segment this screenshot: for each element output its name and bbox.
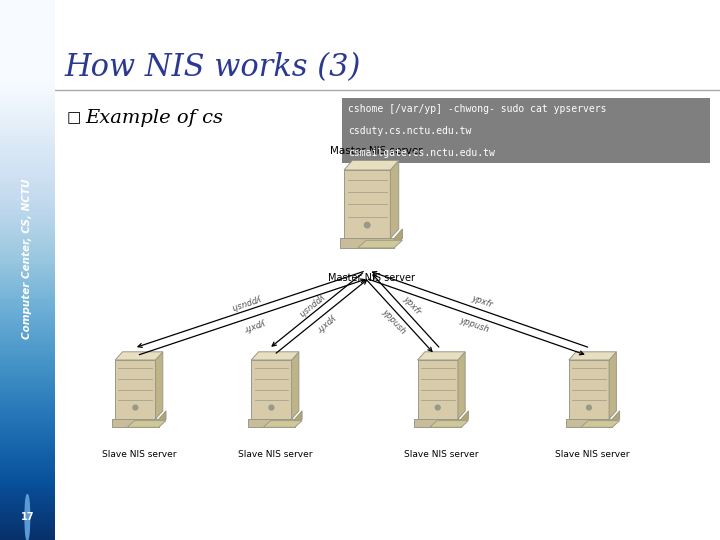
Text: ypxfr: ypxfr: [401, 294, 422, 316]
Polygon shape: [394, 229, 402, 248]
FancyBboxPatch shape: [344, 170, 390, 238]
Text: Master NIS server: Master NIS server: [330, 146, 423, 156]
Text: csduty.cs.nctu.edu.tw: csduty.cs.nctu.edu.tw: [348, 126, 472, 136]
Polygon shape: [418, 352, 465, 360]
Text: yppush: yppush: [231, 293, 264, 311]
Text: Slave NIS server: Slave NIS server: [238, 450, 312, 459]
Polygon shape: [612, 411, 620, 427]
Text: yppush: yppush: [380, 307, 407, 335]
Text: 17: 17: [21, 512, 34, 522]
Circle shape: [364, 222, 370, 228]
FancyBboxPatch shape: [251, 360, 292, 419]
FancyBboxPatch shape: [341, 238, 394, 248]
Circle shape: [436, 405, 440, 410]
Polygon shape: [251, 352, 299, 360]
Polygon shape: [609, 352, 616, 419]
Polygon shape: [344, 160, 399, 170]
Text: Example of cs: Example of cs: [85, 109, 223, 127]
Text: Computer Center, CS, NCTU: Computer Center, CS, NCTU: [22, 179, 32, 339]
Text: Slave NIS server: Slave NIS server: [102, 450, 176, 459]
Text: yppush: yppush: [458, 315, 490, 334]
Text: Slave NIS server: Slave NIS server: [555, 450, 630, 459]
Text: yppush: yppush: [297, 291, 326, 317]
FancyBboxPatch shape: [415, 419, 461, 427]
Circle shape: [587, 405, 591, 410]
Polygon shape: [390, 160, 399, 238]
FancyBboxPatch shape: [248, 419, 294, 427]
Text: Master NIS server: Master NIS server: [328, 273, 415, 283]
Polygon shape: [294, 411, 302, 427]
Text: ypxfr: ypxfr: [243, 317, 267, 332]
Polygon shape: [127, 421, 166, 427]
Polygon shape: [115, 352, 163, 360]
Text: ypxfr: ypxfr: [470, 294, 494, 310]
Polygon shape: [358, 240, 402, 248]
Polygon shape: [569, 352, 616, 360]
Polygon shape: [430, 421, 469, 427]
FancyBboxPatch shape: [569, 360, 609, 419]
Text: cshome [/var/yp] -chwong- sudo cat ypservers: cshome [/var/yp] -chwong- sudo cat ypser…: [348, 104, 606, 114]
FancyBboxPatch shape: [112, 419, 158, 427]
FancyBboxPatch shape: [566, 419, 612, 427]
Text: csmailgate.cs.nctu.edu.tw: csmailgate.cs.nctu.edu.tw: [348, 148, 495, 158]
Polygon shape: [461, 411, 469, 427]
Polygon shape: [458, 352, 465, 419]
Polygon shape: [156, 352, 163, 419]
Polygon shape: [581, 421, 620, 427]
Circle shape: [269, 405, 274, 410]
Polygon shape: [264, 421, 302, 427]
Circle shape: [25, 495, 30, 540]
Circle shape: [133, 405, 138, 410]
Text: Slave NIS server: Slave NIS server: [404, 450, 479, 459]
FancyBboxPatch shape: [115, 360, 156, 419]
Polygon shape: [292, 352, 299, 419]
FancyBboxPatch shape: [418, 360, 458, 419]
Text: ypxfr: ypxfr: [315, 312, 338, 333]
Polygon shape: [158, 411, 166, 427]
FancyBboxPatch shape: [342, 98, 710, 163]
Text: □: □: [67, 111, 81, 125]
Text: How NIS works (3): How NIS works (3): [65, 52, 361, 83]
